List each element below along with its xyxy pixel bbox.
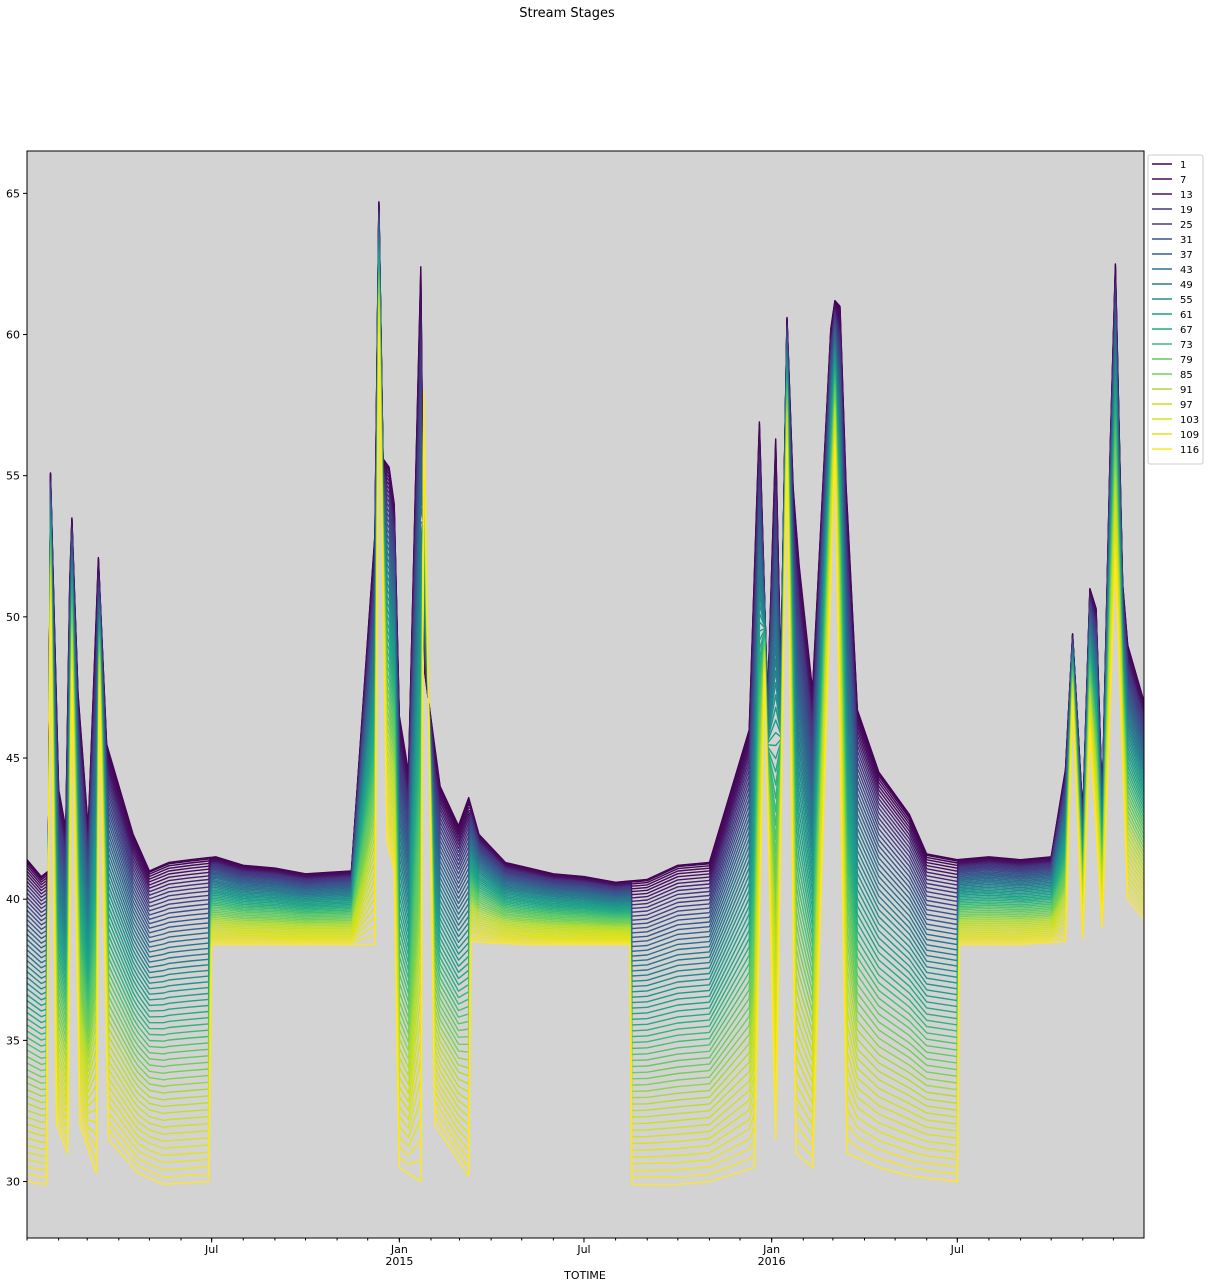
legend-entry: 91: [1180, 385, 1193, 396]
legend-entry: 67: [1180, 325, 1193, 336]
series-line: [27, 293, 1144, 1093]
legend-entry: 109: [1180, 430, 1199, 441]
x-tick-label: Jan: [762, 1243, 780, 1256]
series-line: [27, 333, 1144, 1186]
legend-entry: 49: [1180, 280, 1193, 291]
series-line: [27, 298, 1144, 1105]
y-tick-label: 60: [6, 329, 20, 342]
series-line: [27, 301, 1144, 1112]
legend-entry: 73: [1180, 340, 1193, 351]
legend-entry: 85: [1180, 370, 1193, 381]
legend-entry: 31: [1180, 235, 1193, 246]
y-tick-label: 40: [6, 893, 20, 906]
x-tick-label: Jan: [390, 1243, 408, 1256]
legend-entry: 116: [1180, 445, 1199, 456]
series-line: [27, 279, 1144, 1062]
series-line: [27, 318, 1144, 1151]
x-tick-year-label: 2015: [385, 1255, 413, 1268]
series-line: [27, 274, 1144, 1050]
series-line: [27, 287, 1144, 1080]
series-line: [27, 282, 1144, 1068]
series-line: [27, 259, 1144, 1015]
series-line: [27, 247, 1144, 988]
legend-entry: 97: [1180, 400, 1193, 411]
series-line: [27, 240, 1144, 972]
series-line: [27, 229, 1144, 948]
series-line: [27, 220, 1144, 925]
series-line: [27, 285, 1144, 1074]
legend-entry: 13: [1180, 190, 1193, 201]
series-line: [27, 321, 1144, 1158]
plot-area: [27, 151, 1144, 1238]
legend-entry: 7: [1180, 175, 1186, 186]
series-line: [27, 252, 1144, 998]
x-tick-label: Jul: [204, 1243, 218, 1256]
chart-title: Stream Stages: [519, 6, 615, 21]
legend-entry: 25: [1180, 220, 1193, 231]
x-axis-label: TOTIME: [563, 1269, 606, 1282]
legend-entry: 37: [1180, 250, 1193, 261]
series-lines: [27, 201, 1144, 1186]
series-line: [27, 269, 1144, 1038]
y-tick-label: 50: [6, 611, 20, 624]
series-line: [27, 315, 1144, 1145]
legend: 1 7 13 19 25 31 37 43 49 55 61 67 73 79 85 91 97 103 109 11…: [1147, 154, 1204, 465]
legend-box: [1147, 154, 1204, 465]
y-tick-label: 65: [6, 187, 20, 200]
series-line: [27, 295, 1144, 1099]
legend-entry: 61: [1180, 310, 1193, 321]
series-line: [27, 266, 1144, 1032]
legend-entry: 55: [1180, 295, 1193, 306]
series-line: [27, 242, 1144, 977]
series-line: [27, 222, 1144, 930]
series-line: [27, 249, 1144, 993]
series-line: [27, 290, 1144, 1086]
x-tick-year-label: 2016: [758, 1255, 786, 1268]
series-line: [27, 330, 1144, 1179]
series-line: [27, 245, 1144, 982]
series-line: [27, 277, 1144, 1056]
series-line: [27, 231, 1144, 952]
x-tick-label: Jul: [950, 1243, 964, 1256]
series-line: [27, 271, 1144, 1044]
series-line: [27, 216, 1144, 917]
series-line: [27, 304, 1144, 1118]
series-line: [27, 227, 1144, 943]
series-line: [27, 225, 1144, 939]
series-line: [27, 264, 1144, 1026]
series-line: [27, 261, 1144, 1020]
y-tick-label: 30: [6, 1176, 20, 1189]
plot-frame: [26, 150, 1145, 1239]
series-line: [27, 238, 1144, 967]
x-tick-label: Jul: [576, 1243, 590, 1256]
series-line: [27, 324, 1144, 1165]
legend-entry: 79: [1180, 355, 1193, 366]
legend-entry: 103: [1180, 415, 1199, 426]
series-line: [27, 218, 1144, 921]
series-line: [27, 313, 1144, 1138]
series-line: [27, 223, 1144, 934]
y-tick-label: 55: [6, 470, 20, 483]
series-line: [27, 327, 1144, 1172]
legend-entry: 19: [1180, 205, 1193, 216]
legend-entry: 1: [1180, 160, 1186, 171]
series-line: [27, 256, 1144, 1009]
series-line: [27, 236, 1144, 962]
legend-entry: 43: [1180, 265, 1193, 276]
y-tick-label: 35: [6, 1034, 20, 1047]
y-tick-label: 45: [6, 752, 20, 765]
series-line: [27, 254, 1144, 1004]
series-line: [27, 310, 1144, 1131]
y-axis: 30 35 40 45 50 55 60 65: [6, 187, 27, 1189]
series-line: [27, 234, 1144, 957]
series-line: [27, 307, 1144, 1125]
